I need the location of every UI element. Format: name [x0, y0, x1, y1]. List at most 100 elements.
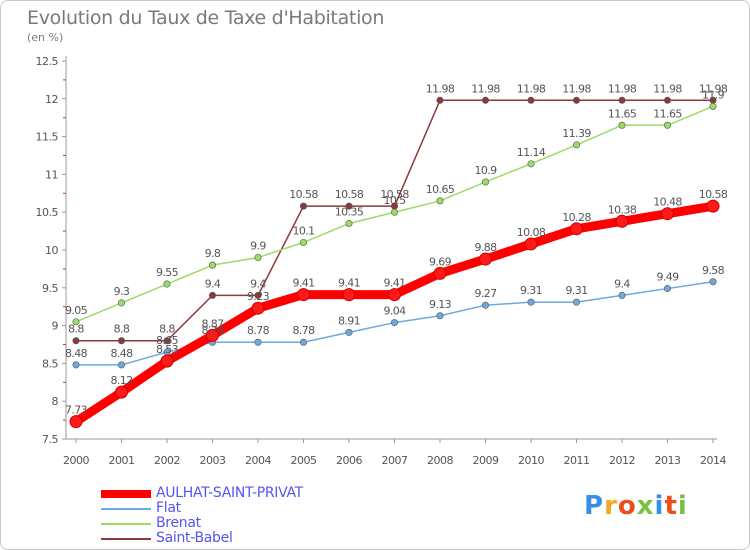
y-tick-label: 10.5 [36, 206, 59, 219]
data-point [297, 288, 310, 302]
data-label: 8.12 [110, 374, 132, 387]
data-label: 10.58 [335, 188, 364, 201]
data-point [209, 291, 217, 299]
data-label: 9.55 [156, 266, 179, 279]
data-point [299, 338, 307, 346]
data-label: 11.65 [608, 107, 637, 120]
chart-title: Evolution du Taux de Taxe d'Habitation [27, 7, 385, 29]
data-point [479, 252, 492, 266]
data-point [251, 301, 265, 315]
legend-label: Saint-Babel [156, 530, 233, 546]
data-label: 9.41 [383, 277, 405, 290]
x-tick-label: 2004 [245, 454, 271, 467]
data-label: 9.04 [383, 305, 406, 318]
data-point [118, 299, 126, 307]
x-tick-label: 2002 [154, 454, 180, 467]
data-label: 8.78 [292, 324, 315, 337]
data-point [118, 337, 126, 345]
y-tick-label: 8.5 [42, 357, 58, 370]
legend-item: Brenat [101, 515, 361, 532]
legend-label: AULHAT-SAINT-PRIVAT [156, 485, 303, 501]
data-label: 10.48 [653, 196, 682, 209]
data-label: 9.41 [338, 277, 360, 290]
x-tick-label: 2012 [609, 454, 635, 467]
data-point [160, 354, 174, 368]
data-label: 9.3 [114, 285, 130, 298]
data-label: 8.87 [201, 317, 224, 330]
x-tick-label: 2007 [382, 454, 408, 467]
data-point [615, 214, 629, 228]
data-point [254, 254, 262, 262]
data-label: 9.4 [250, 277, 266, 290]
y-tick-label: 12.5 [36, 55, 59, 68]
data-label: 11.98 [562, 82, 591, 95]
legend-item: Flat [101, 500, 361, 517]
data-label: 8.53 [156, 343, 179, 356]
logo-letter: i [654, 491, 665, 521]
data-point [299, 238, 307, 246]
data-point [436, 312, 444, 320]
data-label: 9.05 [65, 304, 88, 317]
data-label: 8.8 [68, 323, 84, 336]
data-label: 9.69 [429, 255, 452, 268]
data-point [254, 291, 262, 299]
legend-swatch [101, 508, 151, 510]
data-label: 9.4 [205, 277, 221, 290]
data-point [570, 222, 583, 236]
x-tick-label: 2013 [655, 454, 681, 467]
data-point [433, 266, 447, 280]
y-tick-label: 11.5 [36, 131, 59, 144]
x-tick-label: 2010 [518, 454, 544, 467]
data-point [527, 96, 535, 104]
x-tick-label: 2008 [427, 454, 453, 467]
data-label: 10.08 [517, 226, 546, 239]
data-label: 10.1 [292, 224, 314, 237]
data-point [661, 207, 674, 221]
data-point [436, 197, 444, 205]
data-label: 9.23 [247, 290, 270, 303]
data-point [345, 202, 353, 210]
data-label: 9.88 [474, 241, 497, 254]
data-point [72, 361, 80, 369]
data-point [709, 278, 717, 286]
data-point [163, 280, 171, 288]
data-point [618, 121, 626, 129]
data-label: 8.91 [338, 314, 360, 327]
data-label: 7.73 [65, 404, 88, 417]
x-tick-label: 2005 [291, 454, 317, 467]
data-label: 11.39 [562, 127, 591, 140]
data-label: 9.31 [520, 284, 542, 297]
data-label: 10.58 [380, 188, 409, 201]
data-label: 10.38 [608, 203, 637, 216]
y-tick-label: 9.5 [42, 282, 58, 295]
data-label: 8.8 [159, 323, 175, 336]
data-point [69, 415, 83, 429]
logo-letter: o [617, 491, 637, 521]
data-label: 9.13 [429, 298, 452, 311]
data-label: 11.98 [608, 82, 637, 95]
data-label: 8.48 [65, 347, 88, 360]
data-point [709, 102, 717, 110]
data-label: 10.9 [474, 164, 497, 177]
data-point [663, 121, 671, 129]
data-point [481, 178, 489, 186]
x-tick-label: 2009 [473, 454, 499, 467]
data-label: 9.58 [702, 264, 725, 277]
data-point [388, 288, 401, 302]
data-point [527, 298, 535, 306]
data-label: 9.9 [250, 240, 266, 253]
data-point [163, 337, 171, 345]
data-point [618, 96, 626, 104]
legend-item: AULHAT-SAINT-PRIVAT [101, 485, 361, 502]
y-tick-label: 8 [52, 395, 59, 408]
chart-unit: (en %) [27, 31, 64, 44]
data-point [390, 319, 398, 327]
legend-label: Brenat [156, 515, 201, 531]
data-label: 9.8 [205, 247, 221, 260]
data-point [527, 160, 535, 168]
data-label: 11.98 [471, 82, 500, 95]
legend-label: Flat [156, 500, 181, 516]
data-point [342, 288, 356, 302]
